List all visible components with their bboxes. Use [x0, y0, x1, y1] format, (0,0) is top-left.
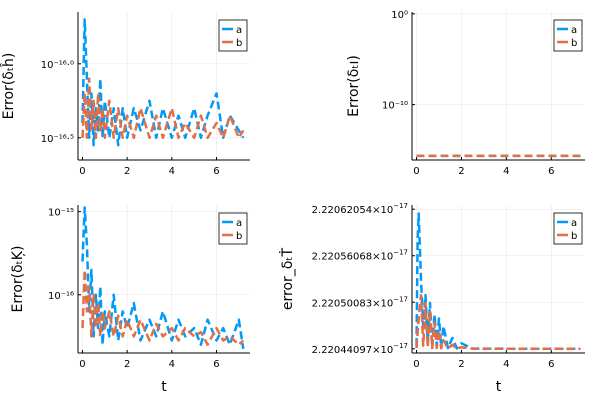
y-tick-label: 2.22044097×10−17 [312, 342, 408, 356]
legend-label-a: a [571, 218, 577, 229]
x-tick-label: 6 [213, 166, 219, 177]
y-axis-label: Error(δₜĥ) [0, 53, 17, 120]
y-tick-times-ten: ×10 [372, 345, 393, 356]
x-tick-label: 0 [79, 166, 85, 177]
series-line-b [415, 293, 581, 350]
x-tick-label: 2 [458, 166, 464, 177]
series-line-b [81, 268, 245, 346]
legend-label-b: b [236, 38, 242, 49]
x-axis-label: t [161, 379, 167, 395]
y-tick-mantissa: 2.22044097 [312, 345, 372, 356]
x-tick-label: 2 [124, 166, 130, 177]
y-tick-exponent: −17 [393, 342, 408, 350]
x-tick-label: 0 [413, 166, 419, 177]
y-tick-exponent: −17 [393, 295, 408, 303]
legend-box [218, 212, 248, 245]
y-axis-label: Error(δₜı) [346, 55, 362, 117]
y-tick-label: 10⁻¹⁶·⁵ [41, 134, 74, 145]
legend: ab [553, 212, 583, 245]
legend-box [553, 212, 583, 245]
x-tick-label: 4 [169, 359, 175, 370]
legend-label-b: b [571, 38, 577, 49]
panel-p4: 0 2 4 62.22062054×10−172.22056068×10−172.22… [278, 202, 585, 395]
series-line-b [81, 77, 245, 140]
y-tick-label: 2.22062054×10−17 [312, 202, 408, 216]
legend-label-a: a [571, 25, 577, 36]
x-tick-label: 2 [458, 359, 464, 370]
y-tick-label: 10⁻¹⁶·⁰ [41, 60, 74, 71]
y-tick-mantissa: 2.22050083 [312, 298, 372, 309]
legend-box [218, 19, 248, 52]
x-tick-label: 6 [548, 359, 554, 370]
y-tick-label: 10⁰ [391, 10, 408, 21]
x-tick-label: 0 [413, 359, 419, 370]
y-tick-label: 10⁻¹⁶ [48, 291, 74, 302]
legend: ab [553, 19, 583, 52]
panel-p3: 0 2 4 6 10⁻¹⁵ 10⁻¹⁶ Error(δₜĶ) t ab [10, 205, 250, 395]
legend-label-a: a [236, 218, 242, 229]
x-tick-label: 4 [169, 166, 175, 177]
y-tick-exponent: −17 [393, 202, 408, 210]
y-tick-times-ten: ×10 [372, 205, 393, 216]
panel-p1: 0 2 4 6 10⁻¹⁶·⁰ 10⁻¹⁶·⁵ Error(δₜĥ) ab [0, 12, 250, 177]
x-axis-label: t [496, 379, 502, 395]
legend-label-b: b [236, 231, 242, 242]
x-tick-label: 0 [79, 359, 85, 370]
y-tick-times-ten: ×10 [372, 252, 393, 263]
y-tick-label: 2.22056068×10−17 [312, 249, 408, 263]
y-tick-mantissa: 2.22062054 [312, 205, 372, 216]
legend-label-b: b [571, 231, 577, 242]
panel-p2: 0 2 4 6 10⁰ 10⁻¹⁰ Error(δₜı) ab [346, 10, 585, 177]
legend: ab [218, 212, 248, 245]
x-tick-label: 6 [213, 359, 219, 370]
y-tick-label: 10⁻¹⁵ [48, 208, 74, 219]
y-tick-label: 10⁻¹⁰ [382, 101, 408, 112]
y-axis-label: error_δₜṪ [278, 247, 296, 310]
y-tick-label: 2.22050083×10−17 [312, 295, 408, 309]
legend-label-a: a [236, 25, 242, 36]
y-tick-exponent: −17 [393, 249, 408, 257]
y-tick-times-ten: ×10 [372, 298, 393, 309]
y-axis-label: Error(δₜĶ) [10, 246, 26, 313]
x-tick-label: 2 [124, 359, 130, 370]
legend-box [553, 19, 583, 52]
y-tick-mantissa: 2.22056068 [312, 252, 372, 263]
legend: ab [218, 19, 248, 52]
x-tick-label: 6 [548, 166, 554, 177]
series-line-a [81, 206, 245, 349]
x-tick-label: 4 [503, 166, 509, 177]
x-tick-label: 4 [503, 359, 509, 370]
